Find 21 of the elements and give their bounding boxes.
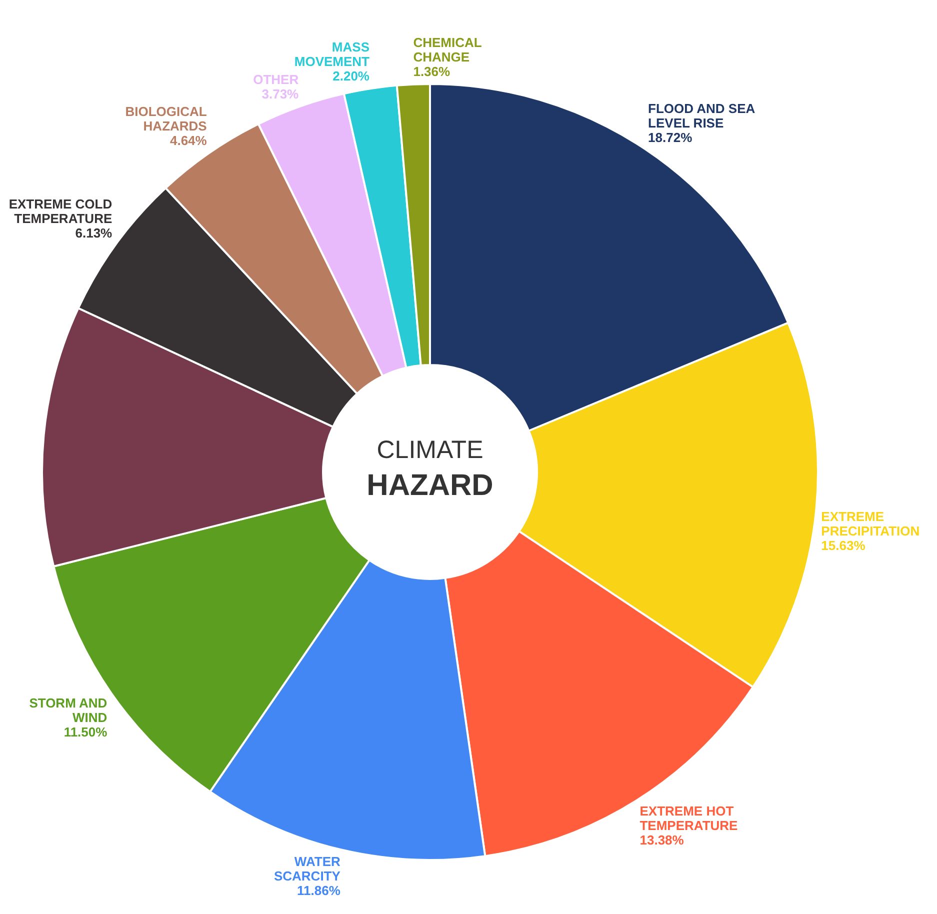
data-label: 15.63% — [821, 538, 866, 554]
data-label: 4.64% — [170, 133, 208, 148]
data-label: 11.50% — [64, 724, 108, 740]
data-label: 18.72% — [648, 130, 693, 145]
slice-label: STORM AND WIND — [29, 695, 108, 725]
data-label: 3.73% — [262, 86, 300, 102]
slice-label: BIOLOGICAL HAZARDS — [125, 104, 208, 134]
data-label: 11.86% — [297, 882, 341, 898]
slice-label: WATER SCARCITY — [274, 854, 342, 884]
slice-label: EXTREME PRECIPITATION — [821, 509, 920, 539]
slice-label: OTHER — [253, 72, 300, 87]
data-label: 6.13% — [75, 226, 113, 241]
slice-label: EXTREME HOT TEMPERATURE — [640, 804, 738, 834]
slice-label: MASS MOVEMENT — [294, 39, 370, 69]
slice-label: CHEMICAL CHANGE — [413, 35, 482, 65]
data-label: 13.38% — [640, 832, 684, 848]
data-label: 1.36% — [413, 64, 451, 80]
data-label: 2.20% — [332, 68, 370, 84]
slice-label: EXTREME COLD TEMPERATURE — [8, 196, 112, 226]
slice-label: FLOOD AND SEA LEVEL RISE — [648, 100, 756, 130]
text: CLIMATE HAZARD — [366, 436, 494, 502]
